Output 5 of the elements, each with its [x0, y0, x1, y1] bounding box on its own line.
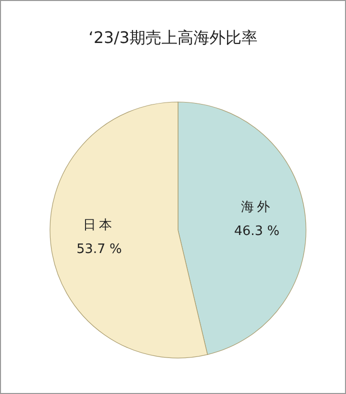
- chart-title: ‘23/3期売上高海外比率: [87, 28, 258, 49]
- data-label: 46.3 %: [234, 224, 280, 239]
- data-label: 53.7 %: [76, 242, 122, 258]
- slice-label: 日本: [83, 218, 116, 234]
- slice-label: 海外: [240, 200, 273, 215]
